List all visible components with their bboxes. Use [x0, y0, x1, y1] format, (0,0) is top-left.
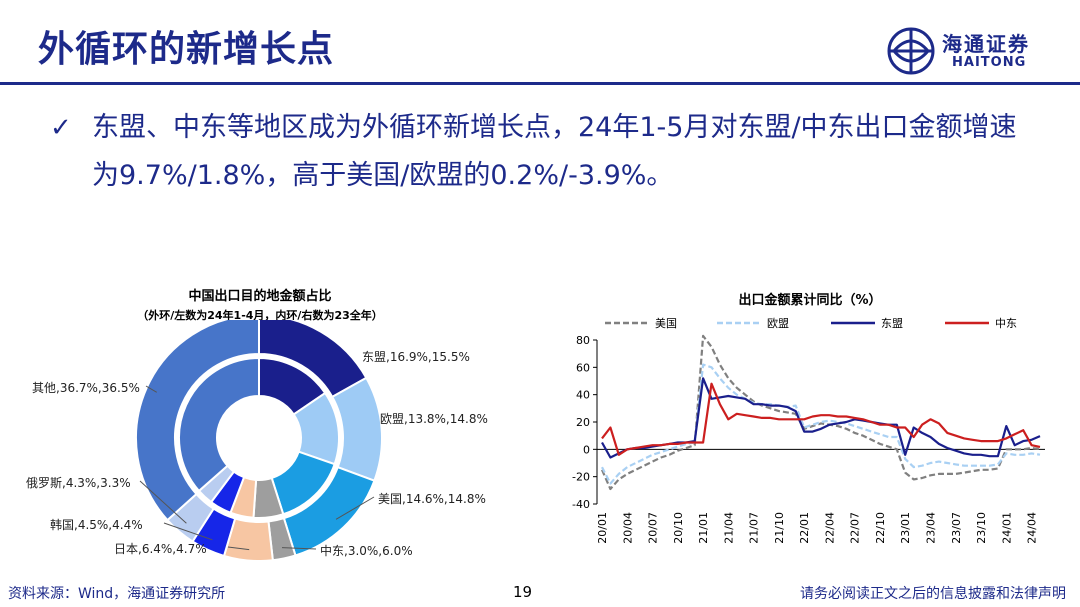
x-tick-label: 21/10 — [773, 512, 786, 544]
pie-label-4: 日本,6.4%,4.7% — [114, 542, 207, 556]
leader-line-3 — [281, 547, 317, 550]
bullet-point: ✓ 东盟、中东等地区成为外循环新增长点，24年1-5月对东盟/中东出口金额增速为… — [50, 104, 1034, 200]
x-tick-label: 21/01 — [697, 512, 710, 544]
haitong-logo-icon — [887, 27, 935, 75]
x-tick-label: 22/07 — [849, 512, 862, 544]
line-chart: 80 60 40 20 0 -20 -40 20/01 20/04 20/07 20/10 21/01… — [572, 317, 1045, 544]
source-note: 资料来源：Wind，海通证券研究所 — [8, 586, 226, 602]
title-divider — [0, 82, 1080, 85]
y-tick-label: -40 — [572, 498, 590, 511]
x-tick-label: 20/01 — [596, 512, 609, 544]
series-line-2 — [601, 377, 1041, 459]
x-tick-label: 23/07 — [950, 512, 963, 544]
x-tick-label: 23/10 — [975, 512, 988, 544]
x-tick-label: 24/04 — [1026, 512, 1039, 544]
leader-line-6 — [139, 480, 187, 524]
x-tick-label: 20/10 — [672, 512, 685, 544]
series-line-1 — [601, 363, 1041, 485]
legend-label-0: 美国 — [655, 317, 677, 330]
logo-text-cn: 海通证券 — [942, 32, 1030, 56]
x-tick-label: 21/04 — [722, 512, 735, 544]
outer-slice-7 — [135, 320, 260, 522]
donut-chart — [135, 320, 383, 560]
outer-slice-1 — [330, 376, 383, 482]
leader-line-4 — [227, 546, 250, 551]
pie-label-5: 韩国,4.5%,4.4% — [50, 518, 143, 532]
x-tick-label: 22/10 — [874, 512, 887, 544]
leader-line-2 — [335, 496, 375, 520]
x-tick-label: 21/07 — [748, 512, 761, 544]
leader-line-7 — [145, 385, 157, 393]
bullet-text: 东盟、中东等地区成为外循环新增长点，24年1-5月对东盟/中东出口金额增速为9.… — [92, 112, 1017, 191]
page-number: 19 — [513, 583, 533, 601]
y-tick-label: 80 — [576, 334, 590, 347]
pie-label-6: 俄罗斯,4.3%,3.3% — [26, 476, 131, 490]
pie-label-0: 东盟,16.9%,15.5% — [362, 350, 470, 364]
y-tick-label: -20 — [572, 471, 590, 484]
donut-chart-subtitle: （外环/左数为24年1-4月，内环/右数为23全年） — [137, 309, 383, 322]
legend-label-3: 中东 — [995, 317, 1017, 330]
haitong-logo: 海通证券 HAITONG — [886, 26, 1056, 76]
pie-label-3: 中东,3.0%,6.0% — [320, 544, 413, 558]
x-tick-label: 23/01 — [899, 512, 912, 544]
legend-label-2: 东盟 — [881, 317, 903, 330]
pie-label-7: 其他,36.7%,36.5% — [32, 381, 140, 395]
x-tick-label: 22/04 — [823, 512, 836, 544]
y-tick-label: 20 — [576, 416, 590, 429]
line-chart-title: 出口金额累计同比（%） — [738, 293, 882, 308]
donut-chart-title: 中国出口目的地金额占比 — [188, 289, 332, 304]
y-tick-label: 0 — [583, 443, 590, 456]
inner-slice-7 — [178, 356, 260, 493]
y-tick-label: 40 — [576, 389, 590, 402]
check-icon: ✓ — [50, 113, 72, 143]
x-tick-label: 20/04 — [621, 512, 634, 544]
page-title: 外循环的新增长点 — [38, 29, 335, 70]
y-tick-label: 60 — [576, 361, 590, 374]
x-tick-label: 22/01 — [798, 512, 811, 544]
logo-text-en: HAITONG — [952, 55, 1027, 70]
x-tick-label: 24/01 — [1000, 512, 1013, 544]
series-line-3 — [601, 382, 1041, 456]
legend-label-1: 欧盟 — [767, 317, 789, 330]
x-tick-label: 20/07 — [647, 512, 660, 544]
disclaimer: 请务必阅读正文之后的信息披露和法律声明 — [800, 586, 1066, 602]
pie-label-1: 欧盟,13.8%,14.8% — [380, 412, 488, 426]
pie-label-2: 美国,14.6%,14.8% — [378, 492, 486, 506]
leader-line-5 — [163, 522, 213, 541]
x-tick-label: 23/04 — [925, 512, 938, 544]
series-line-0 — [600, 334, 1041, 491]
